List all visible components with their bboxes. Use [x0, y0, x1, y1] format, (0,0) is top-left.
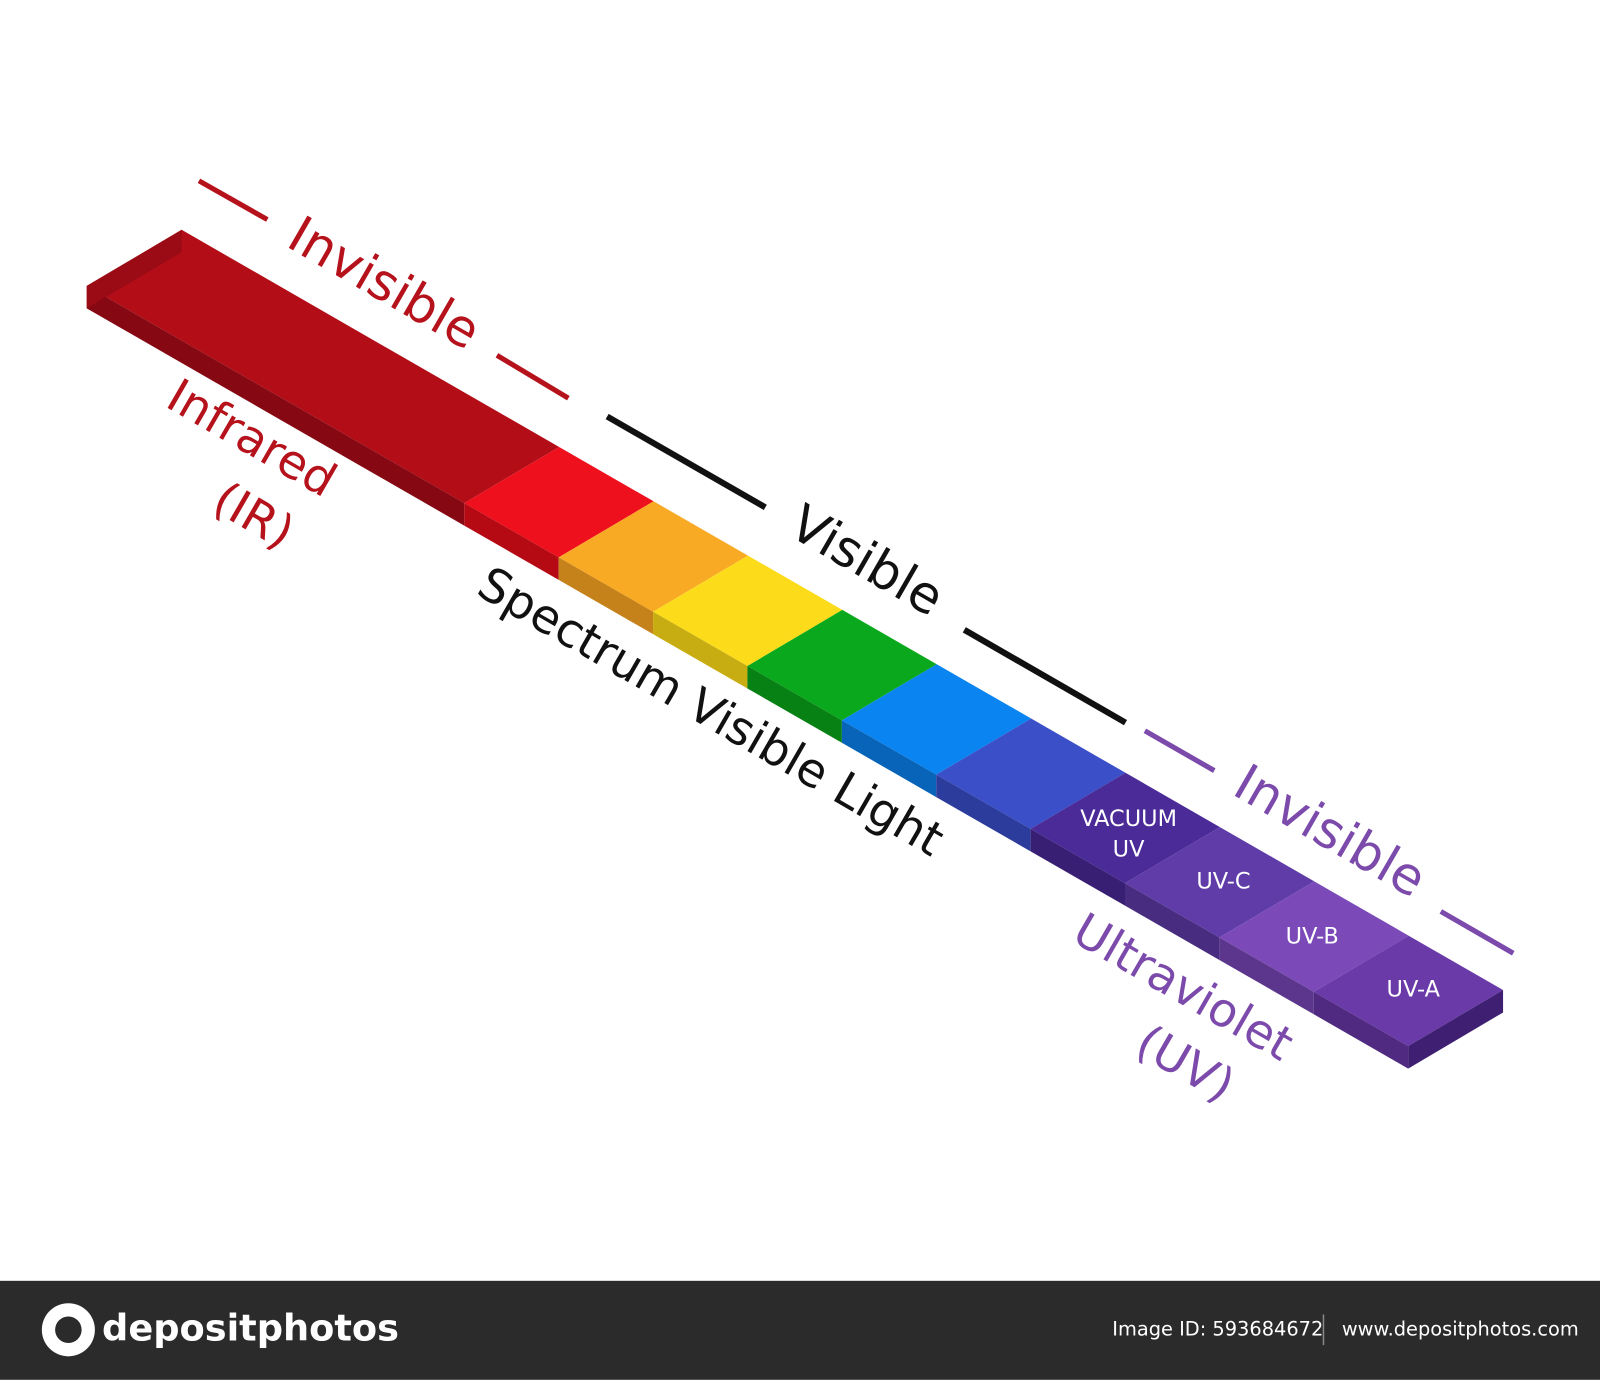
bar-segment [1030, 828, 1125, 906]
bracket-line [1439, 909, 1515, 956]
bar-segment [1030, 772, 1220, 884]
bracket-line [197, 178, 269, 222]
band-label: UV-A [1387, 977, 1441, 1003]
bar-segment [558, 557, 654, 635]
spectrum-bar [86, 229, 1504, 1069]
bar-segment [653, 611, 748, 689]
band-label: VACUUM [1080, 806, 1177, 832]
bracket-line [962, 627, 1128, 726]
bar-segment [936, 718, 1126, 829]
band-label: UV-C [1196, 868, 1250, 894]
bar-segment [86, 229, 560, 504]
bar-segment [1125, 883, 1220, 960]
bar-segment [841, 664, 1032, 775]
logo-text: depositphotos [102, 1306, 399, 1349]
bar-segment [936, 774, 1031, 852]
footer: depositphotos Image ID: 593684672 www.de… [0, 1280, 1600, 1380]
bar-segment [558, 501, 748, 612]
bar-segment [841, 720, 937, 798]
image-id: Image ID: 593684672 [1112, 1317, 1323, 1340]
band-label: UV [1113, 837, 1145, 863]
bar-segment [653, 555, 843, 667]
bar-segment [86, 229, 182, 309]
bracket-line [495, 353, 570, 401]
bar-segment [86, 285, 465, 526]
bracket-line [1143, 728, 1216, 773]
band-label: UV-B [1286, 923, 1339, 949]
bar-segment [1313, 991, 1409, 1069]
bar-segment [464, 446, 654, 558]
bar-segment [1408, 990, 1504, 1069]
bar-segment [1219, 881, 1409, 992]
bar-segment [1219, 937, 1314, 1015]
bar-segment [747, 609, 937, 721]
logo-icon [55, 1316, 82, 1344]
bar-segment [747, 666, 842, 743]
footer-bg [0, 1280, 1600, 1380]
bracket-line [605, 413, 767, 511]
bar-segment [1125, 827, 1315, 938]
bar-segment [464, 503, 559, 580]
bar-segment [1313, 935, 1504, 1047]
site-url: www.depositphotos.com [1342, 1317, 1579, 1340]
